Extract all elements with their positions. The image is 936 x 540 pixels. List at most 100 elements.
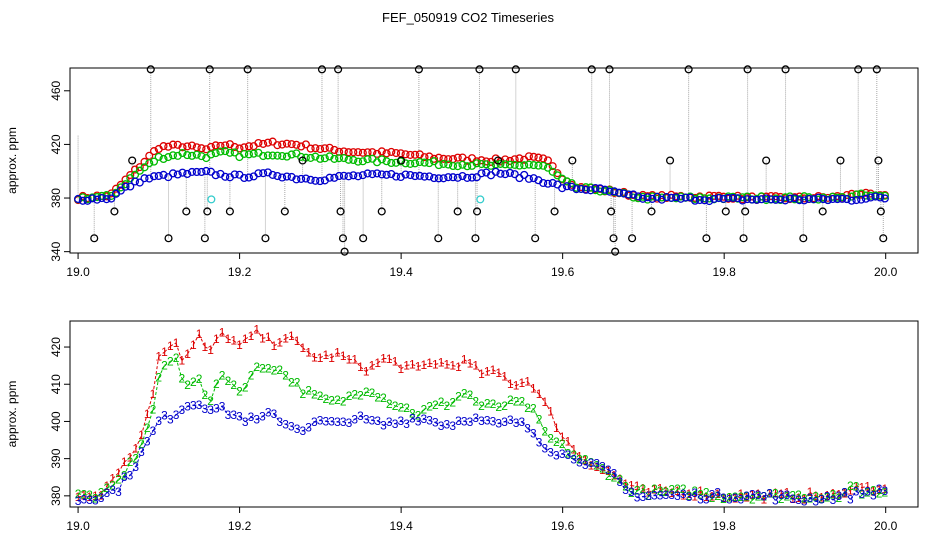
y-axis-label: approx. ppm bbox=[5, 127, 19, 194]
series-2-marker: 2 bbox=[674, 482, 681, 496]
series-2-point bbox=[453, 162, 462, 171]
series-1-marker: 1 bbox=[870, 484, 877, 498]
spike-point bbox=[743, 65, 752, 74]
series-2-marker: 2 bbox=[663, 485, 670, 499]
series-2-segment bbox=[532, 408, 540, 420]
series-1-segment bbox=[481, 370, 488, 375]
series-3-marker: 3 bbox=[830, 493, 837, 507]
series-3-segment bbox=[371, 419, 378, 422]
series-2-segment bbox=[538, 419, 546, 432]
series-2-marker: 2 bbox=[259, 361, 266, 375]
series-3-segment bbox=[204, 408, 211, 411]
series-2-point bbox=[358, 157, 367, 166]
series-1-marker: 1 bbox=[709, 490, 716, 504]
series-2-point bbox=[330, 154, 339, 163]
series-2-marker: 2 bbox=[380, 391, 387, 405]
series-2-marker: 2 bbox=[830, 488, 837, 502]
series-1-point bbox=[216, 141, 225, 150]
series-3-marker: 3 bbox=[576, 456, 583, 470]
series-1-point bbox=[344, 148, 353, 157]
series-3-marker: 3 bbox=[202, 402, 209, 416]
series-1-marker: 1 bbox=[351, 352, 358, 366]
spike-point bbox=[666, 156, 675, 165]
series-3-marker: 3 bbox=[628, 485, 635, 499]
series-3-marker: 3 bbox=[155, 414, 162, 428]
series-3-segment bbox=[124, 475, 131, 478]
series-3-marker: 3 bbox=[622, 483, 629, 497]
series-3-point bbox=[368, 170, 377, 179]
spike-point bbox=[702, 234, 711, 243]
series-2-marker: 2 bbox=[853, 480, 860, 494]
series-3-segment bbox=[314, 420, 321, 423]
series-1-point bbox=[168, 140, 178, 149]
series-1-marker: 1 bbox=[86, 490, 93, 504]
series-3-segment bbox=[510, 419, 517, 424]
series-3-point bbox=[586, 186, 595, 195]
series-3-segment bbox=[556, 453, 563, 457]
series-3-segment bbox=[688, 492, 695, 498]
series-3-point bbox=[600, 185, 609, 194]
series-3-point bbox=[335, 171, 344, 181]
x-tick-label: 20.0 bbox=[874, 265, 898, 279]
series-1-marker: 1 bbox=[334, 346, 341, 360]
series-1-segment bbox=[515, 382, 523, 387]
series-2-segment bbox=[561, 443, 569, 454]
series-3-marker: 3 bbox=[807, 491, 814, 505]
series-3-point bbox=[634, 192, 643, 201]
series-1-marker: 1 bbox=[155, 349, 162, 363]
series-2-marker: 2 bbox=[697, 488, 704, 502]
series-3-segment bbox=[389, 421, 396, 425]
top-panel: 19.0 19.2 19.4 19.6 19.8 20.0 340 380 420 460 appr… bbox=[5, 65, 919, 279]
spike-point bbox=[879, 234, 888, 243]
series-2-marker: 2 bbox=[668, 482, 675, 496]
series-3-marker: 3 bbox=[605, 463, 612, 477]
series-2-marker: 2 bbox=[392, 399, 399, 413]
series-1-marker: 1 bbox=[225, 332, 232, 346]
series-3-segment bbox=[705, 494, 713, 500]
series-3-marker: 3 bbox=[784, 488, 791, 502]
series-3-marker: 3 bbox=[150, 424, 157, 438]
series-2-marker: 2 bbox=[294, 376, 301, 390]
series-3-segment bbox=[441, 424, 448, 427]
series-1-marker: 1 bbox=[680, 488, 687, 502]
x-tick-label: 19.8 bbox=[712, 519, 736, 533]
series-3-point bbox=[259, 169, 268, 178]
series-1-marker: 1 bbox=[271, 339, 278, 353]
series-3-point bbox=[330, 173, 339, 182]
series-1-segment bbox=[140, 413, 148, 436]
series-3-segment bbox=[579, 462, 586, 466]
series-3-marker: 3 bbox=[795, 493, 802, 507]
series-1-point bbox=[534, 153, 543, 162]
series-3-marker: 3 bbox=[668, 488, 675, 502]
series-3-segment bbox=[504, 419, 511, 423]
series-3-marker: 3 bbox=[282, 417, 289, 431]
series-2-segment bbox=[717, 495, 724, 500]
series-1-point bbox=[444, 155, 453, 164]
series-1-marker: 1 bbox=[449, 358, 456, 372]
series-1-segment bbox=[325, 354, 332, 359]
series-3-marker: 3 bbox=[755, 488, 762, 502]
series-3-marker: 3 bbox=[720, 491, 727, 505]
series-3-marker: 3 bbox=[536, 435, 543, 449]
spike-point bbox=[647, 207, 656, 216]
series-3-segment bbox=[95, 497, 102, 502]
series-3-marker: 3 bbox=[184, 400, 191, 414]
series-3-marker: 3 bbox=[789, 492, 796, 506]
y-tick-label: 340 bbox=[49, 241, 63, 261]
series-2-segment bbox=[688, 490, 696, 497]
series-1-point bbox=[278, 140, 287, 149]
series-1-segment bbox=[170, 342, 177, 347]
series-2-marker: 2 bbox=[104, 481, 111, 495]
series-3-segment bbox=[164, 415, 171, 420]
series-1-point bbox=[273, 141, 282, 150]
series-2-point bbox=[705, 194, 714, 203]
series-2-segment bbox=[100, 487, 108, 494]
series-3-point bbox=[93, 195, 102, 204]
series-1-marker: 1 bbox=[397, 362, 404, 376]
series-1-marker: 1 bbox=[75, 490, 82, 504]
series-3-marker: 3 bbox=[161, 409, 168, 423]
series-3-point bbox=[406, 170, 415, 180]
series-1-segment bbox=[492, 369, 500, 374]
series-3-point bbox=[278, 173, 287, 182]
series-1-marker: 1 bbox=[374, 356, 381, 370]
